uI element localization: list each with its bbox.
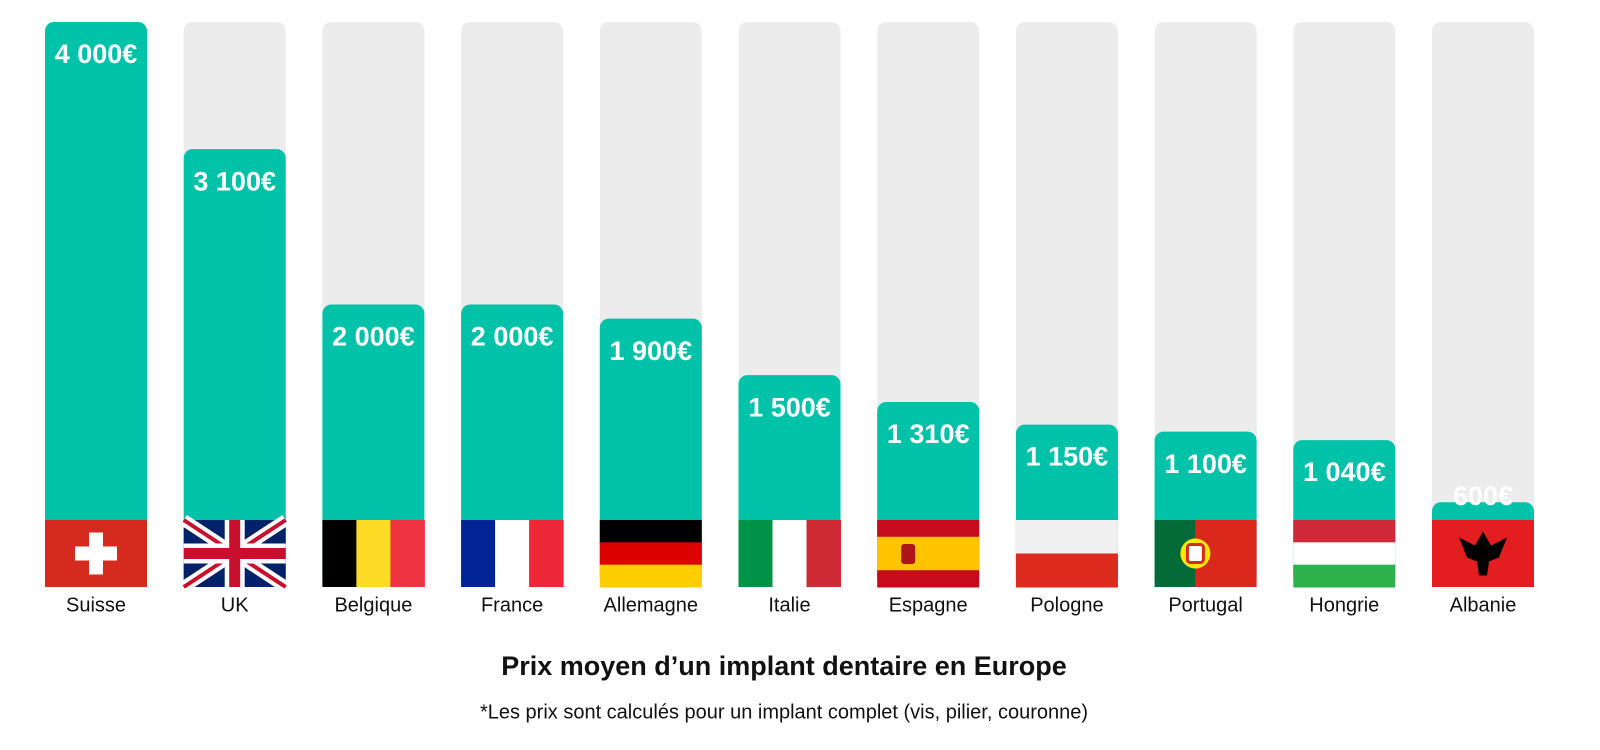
flag-stripe: [322, 520, 357, 587]
value-label: 600€: [1453, 481, 1513, 511]
x-tick-label: Suisse: [66, 594, 126, 616]
flag-stripe: [877, 520, 980, 538]
value-label: 4 000€: [55, 39, 138, 69]
value-label: 2 000€: [471, 322, 554, 352]
flag-emblem: [1185, 543, 1205, 564]
flag-stripe: [599, 520, 702, 543]
flag: [180, 514, 289, 593]
bar: [183, 149, 286, 587]
x-tick-label: UK: [221, 594, 249, 616]
flag: [599, 520, 702, 588]
bar: [322, 304, 425, 587]
bar: [461, 304, 564, 587]
value-label: 2 000€: [332, 322, 415, 352]
bar: [45, 22, 147, 587]
flag-emblem: [901, 544, 916, 564]
flag: [1432, 520, 1534, 587]
x-tick-label: Hongrie: [1309, 594, 1379, 616]
flag-stripe: [1015, 553, 1118, 588]
flag-stripe: [806, 520, 841, 587]
value-label: 1 150€: [1026, 442, 1109, 472]
x-tick-label: Belgique: [334, 594, 412, 616]
x-tick-label: Italie: [768, 594, 810, 616]
flag-stripe: [1293, 564, 1396, 588]
flag-stripe: [599, 542, 702, 566]
chart-subtitle: *Les prix sont calculés pour un implant …: [480, 701, 1088, 723]
flag-stripe: [461, 520, 496, 587]
x-tick-label: Albanie: [1450, 594, 1517, 616]
flag-stripe: [877, 536, 980, 571]
x-tick-label: Pologne: [1030, 594, 1103, 616]
flag: [1293, 520, 1396, 588]
value-label: 1 100€: [1164, 449, 1247, 479]
flag-stripe: [529, 520, 564, 587]
flag-stripe: [877, 570, 980, 588]
flag-stripe: [599, 564, 702, 588]
x-tick-label: Espagne: [889, 594, 968, 616]
flag: [1154, 520, 1257, 587]
flag: [877, 520, 980, 588]
flag-cross: [183, 520, 286, 587]
x-tick-label: Allemagne: [604, 594, 699, 616]
flag: [45, 520, 147, 587]
flag-stripe: [356, 520, 391, 587]
x-tick-label: France: [481, 594, 543, 616]
flag-stripe: [772, 520, 807, 587]
flag: [738, 520, 841, 587]
bar: [599, 318, 702, 587]
flag-eagle: [1459, 531, 1507, 576]
flag-stripe: [1293, 520, 1396, 543]
value-label: 3 100€: [193, 166, 276, 196]
flag-stripe: [390, 520, 425, 587]
flag: [322, 520, 425, 587]
value-label: 1 500€: [748, 392, 831, 422]
flag-stripe: [1015, 520, 1118, 554]
chart-title: Prix moyen d’un implant dentaire en Euro…: [501, 651, 1067, 681]
value-label: 1 900€: [610, 336, 693, 366]
bar-track: [1432, 22, 1534, 587]
value-label: 1 310€: [887, 419, 970, 449]
flag-stripe: [495, 520, 530, 587]
x-tick-label: Portugal: [1168, 594, 1243, 616]
flag-stripe: [738, 520, 773, 587]
flag: [1015, 520, 1118, 588]
flag-cross: [89, 532, 103, 575]
flag: [461, 520, 564, 587]
value-label: 1 040€: [1303, 457, 1386, 487]
flag-stripe: [1293, 542, 1396, 566]
